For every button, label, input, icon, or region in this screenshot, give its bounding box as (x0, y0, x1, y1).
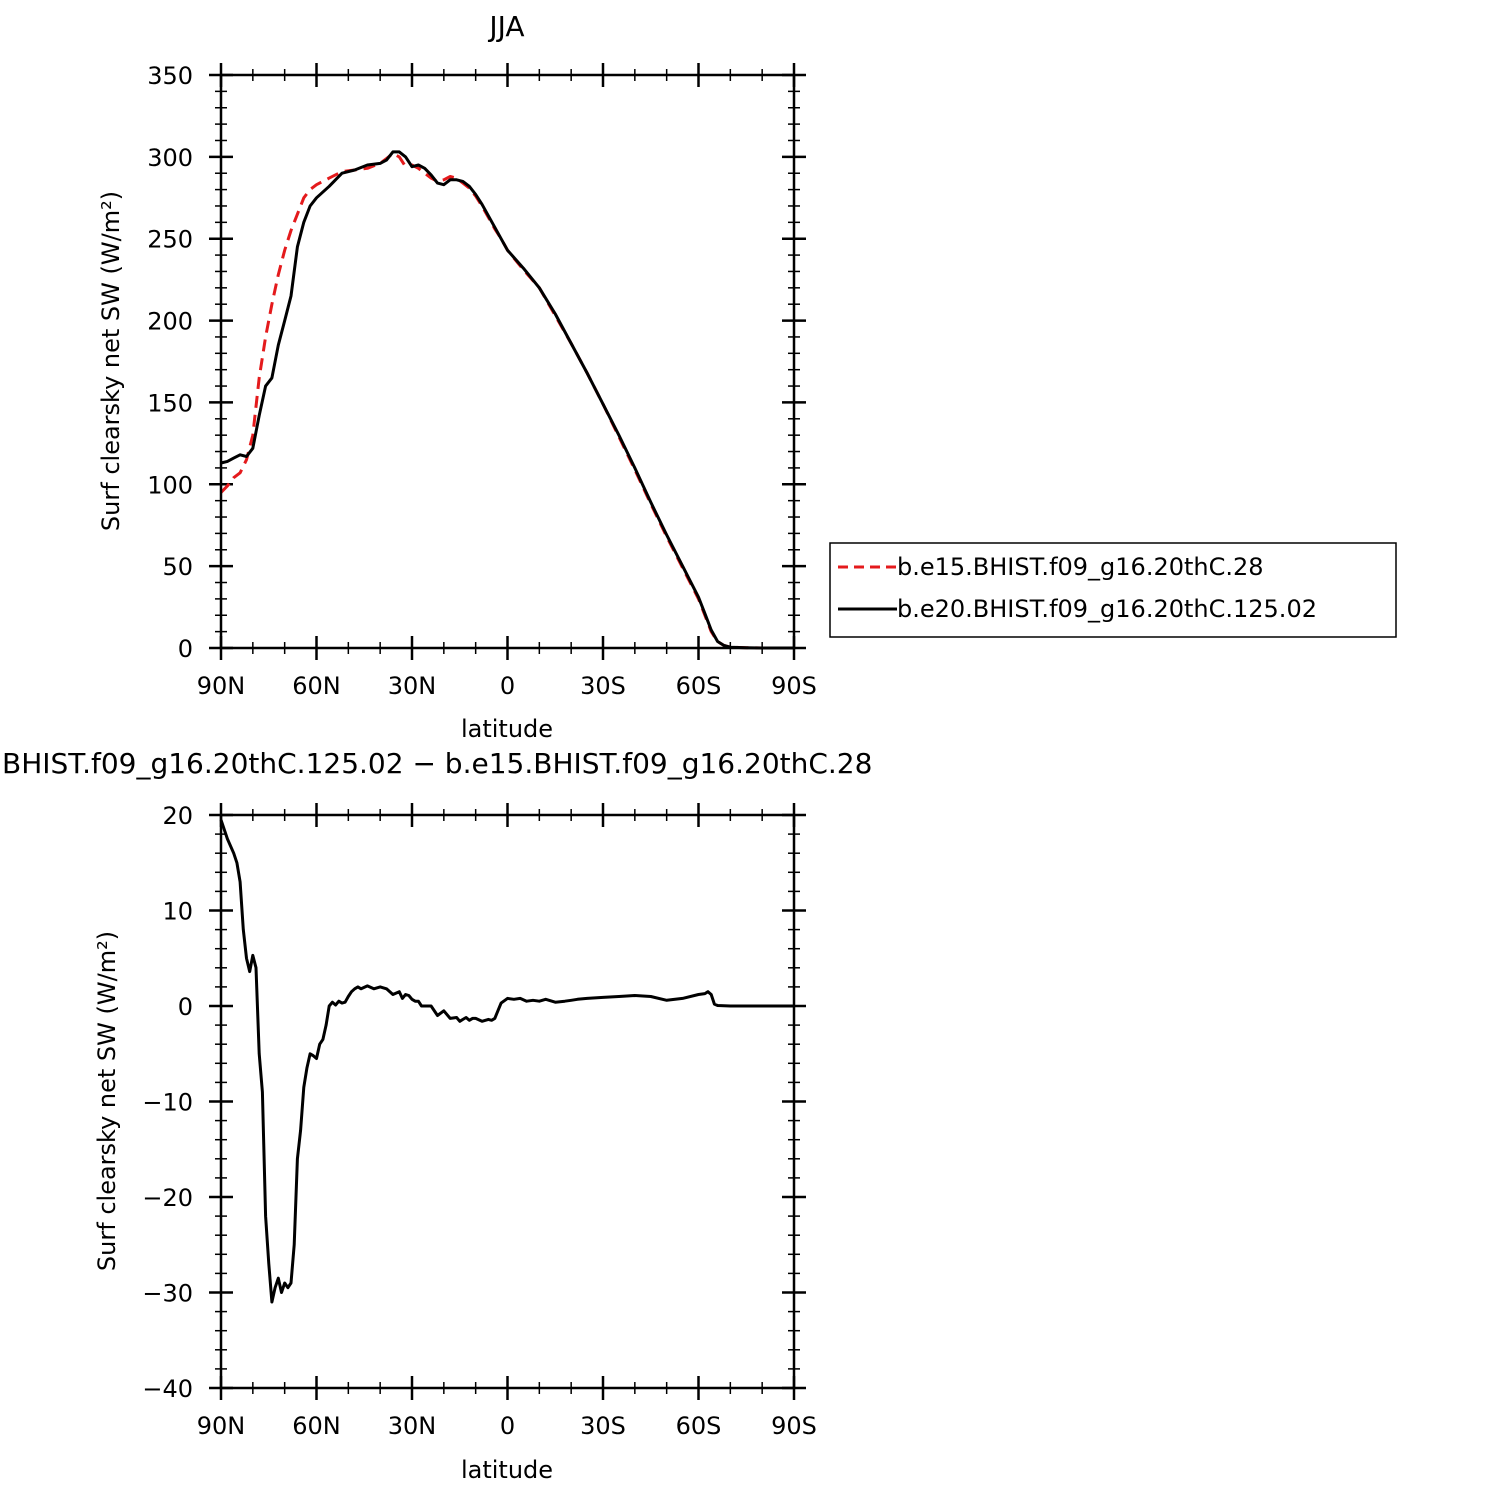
top-chart-axes: 90N 60N 30N 0 30S 60S 90S 0 50 100 150 200 250 300 350 (147, 62, 817, 700)
top-chart-series-line-1 (219, 152, 794, 650)
top-chart-ytick-label: 0 (178, 635, 193, 663)
bottom-chart-xtick-label: 60N (292, 1412, 341, 1440)
bottom-chart-title: BHIST.f09_g16.20thC.125.02 − b.e15.BHIST… (2, 747, 872, 780)
top-chart-ytick-label: 50 (162, 553, 193, 581)
bottom-chart-ytick-label: 20 (162, 802, 193, 830)
top-chart-ytick-label: 200 (147, 308, 193, 336)
legend: b.e15.BHIST.f09_g16.20thC.28 b.e20.BHIST… (829, 542, 1397, 638)
bottom-chart-xtick-label: 30S (580, 1412, 626, 1440)
bottom-chart-xlabel: latitude (461, 1456, 553, 1484)
top-chart: JJA 90N 60N 30N 0 30S 60S 90S 0 50 100 150 200 250 30… (97, 10, 817, 743)
bottom-chart-ytick-label: 10 (162, 898, 193, 926)
bottom-chart-ylabel: Surf clearsky net SW (W/m²) (93, 931, 121, 1271)
bottom-chart-series (219, 819, 794, 1304)
bottom-chart-ytick-label: −30 (142, 1280, 193, 1308)
top-chart-xtick-label: 90S (771, 672, 817, 700)
bottom-chart-ytick-label: 0 (178, 993, 193, 1021)
top-chart-ytick-label: 100 (147, 471, 193, 499)
top-chart-series (219, 150, 794, 650)
legend-label-series-1: b.e15.BHIST.f09_g16.20thC.28 (897, 553, 1264, 581)
top-chart-xlabel: latitude (461, 715, 553, 743)
bottom-chart-xtick-label: 90S (771, 1412, 817, 1440)
top-chart-ytick-label: 300 (147, 144, 193, 172)
legend-box (829, 542, 1397, 638)
bottom-chart-xtick-label: 30N (388, 1412, 437, 1440)
top-chart-frame (219, 73, 796, 650)
bottom-chart-xtick-label: 90N (197, 1412, 246, 1440)
bottom-chart-xtick-label: 0 (500, 1412, 515, 1440)
top-chart-xtick-label: 30S (580, 672, 626, 700)
top-chart-series-line-2 (220, 150, 794, 650)
bottom-chart-series-line-1 (219, 819, 794, 1304)
bottom-chart-ytick-label: −20 (142, 1184, 193, 1212)
top-chart-xtick-label: 60S (676, 672, 722, 700)
top-chart-title: JJA (487, 10, 524, 43)
top-chart-xtick-label: 60N (292, 672, 341, 700)
top-chart-xtick-label: 0 (500, 672, 515, 700)
bottom-chart-axes: 90N 60N 30N 0 30S 60S 90S −40 −30 −20 −10 0 10 20 (142, 802, 817, 1440)
bottom-chart-ytick-label: −10 (142, 1089, 193, 1117)
bottom-chart-ytick-label: −40 (142, 1375, 193, 1403)
top-chart-ylabel: Surf clearsky net SW (W/m²) (97, 191, 125, 531)
top-chart-ytick-label: 150 (147, 389, 193, 417)
top-chart-xtick-label: 90N (197, 672, 246, 700)
legend-label-series-2: b.e20.BHIST.f09_g16.20thC.125.02 (897, 595, 1317, 623)
top-chart-xtick-label: 30N (388, 672, 437, 700)
top-chart-ytick-label: 250 (147, 226, 193, 254)
bottom-chart-frame (219, 813, 796, 1390)
bottom-chart: BHIST.f09_g16.20thC.125.02 − b.e15.BHIST… (2, 747, 872, 1484)
bottom-chart-xtick-label: 60S (676, 1412, 722, 1440)
top-chart-ytick-label: 350 (147, 62, 193, 90)
